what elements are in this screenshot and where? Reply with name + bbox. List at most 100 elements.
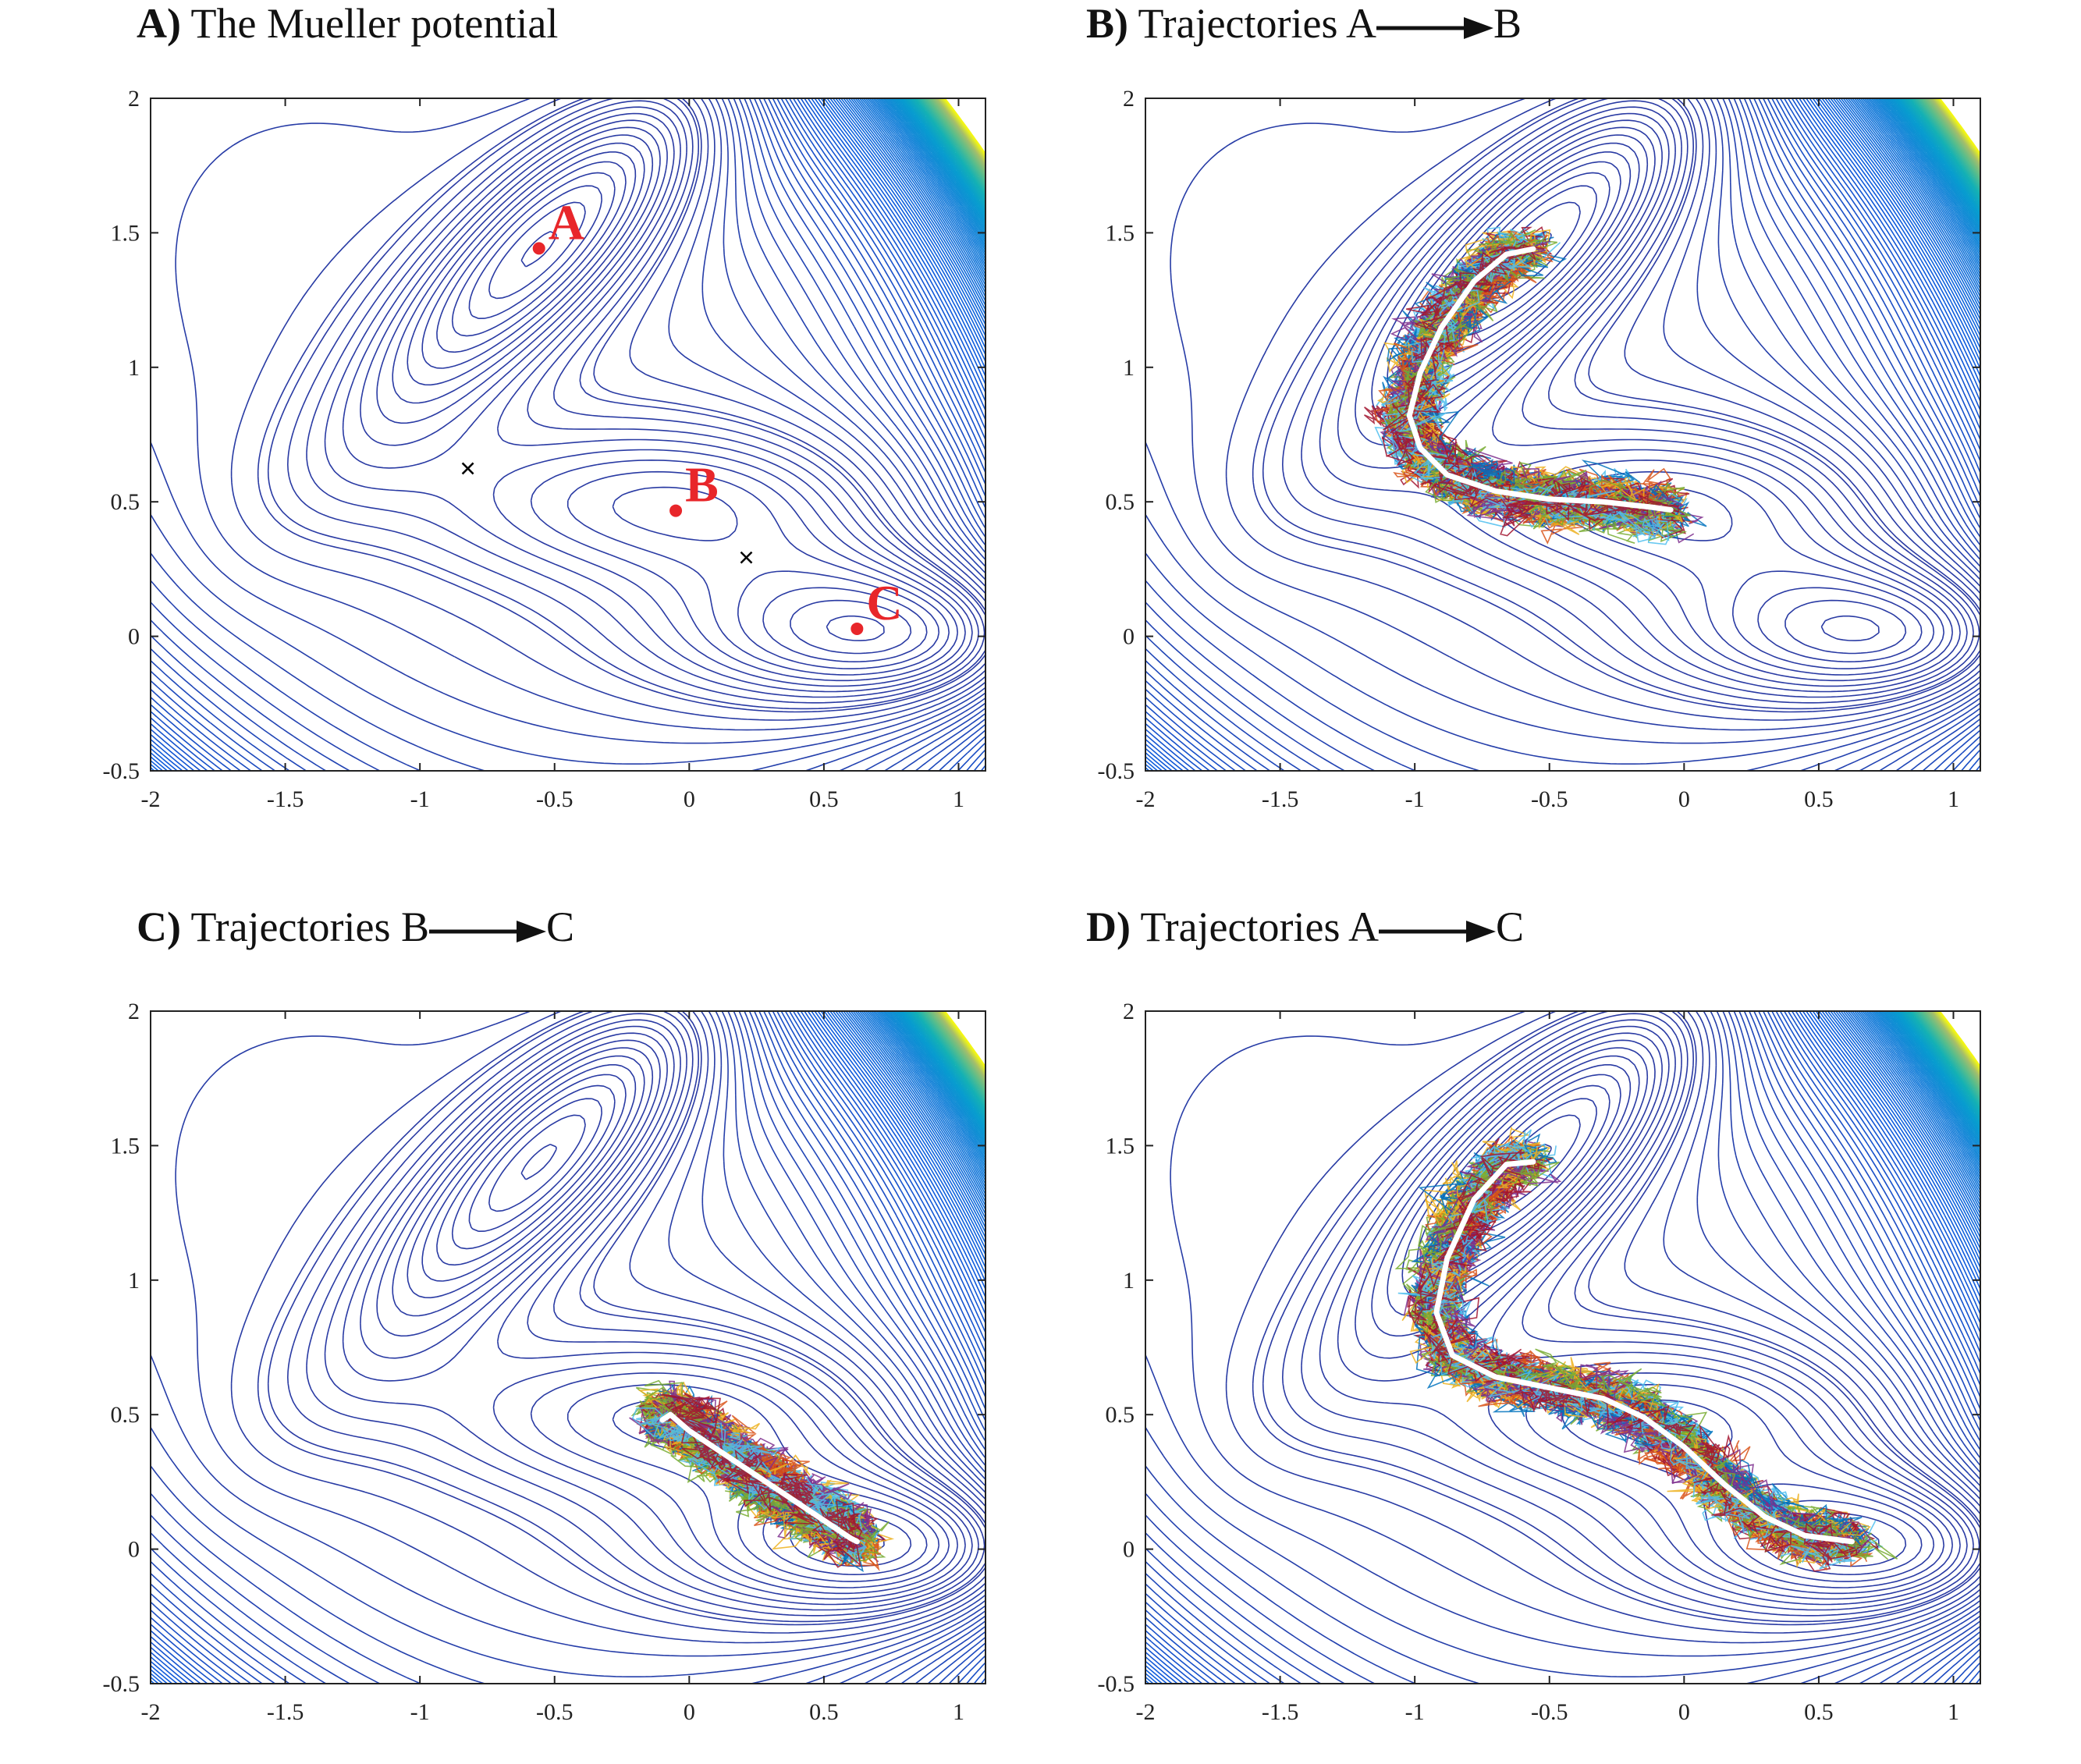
y-tick-label: 2 [128, 86, 140, 112]
contour-level [929, 1011, 985, 1089]
x-tick-label: -1.5 [267, 1699, 304, 1725]
contour-level [1145, 1011, 1980, 1677]
contour-level [1145, 1011, 1980, 1684]
contour-level [1145, 1011, 1980, 1684]
panel-b-trajectories-a-b: -2 -1.5 -1 -0.5 0 0.5 1 -0.5 0 0.5 1 1.5 2 [1098, 86, 1981, 812]
contour-level [1145, 98, 1980, 771]
contour-level [1145, 1011, 1980, 1684]
contour-level [151, 98, 985, 771]
contour-level [929, 98, 985, 176]
y-tick-label: 0 [128, 1537, 140, 1563]
contour-level [1924, 98, 1980, 175]
y-tick-label: -0.5 [103, 758, 140, 784]
contour-level [257, 98, 985, 713]
contour-level [151, 1011, 985, 1684]
contour-level [267, 1011, 985, 1623]
x-tick-label: 0 [1678, 786, 1690, 812]
contour-level [436, 161, 885, 641]
contour-level [342, 1025, 966, 1600]
contour-level [890, 98, 985, 234]
panel-b-title-text: Trajectories A [1138, 0, 1376, 47]
contour-level [287, 1011, 985, 1617]
y-tick-label: 2 [1123, 86, 1135, 112]
trajectory-line [1383, 243, 1680, 537]
contour-level [267, 98, 985, 710]
contour-level [1145, 1011, 1980, 1684]
contour-level [1912, 1011, 1980, 1106]
contour-level [1919, 98, 1980, 183]
contour-level [151, 1011, 985, 1684]
contour-level [360, 1032, 958, 1595]
panel-a-letter: A) [137, 0, 181, 47]
contour-level [230, 1011, 985, 1634]
contour-level [151, 98, 985, 771]
contour-level [324, 106, 973, 693]
contour-level [1252, 98, 1980, 713]
contour-level [468, 1098, 602, 1232]
contour-level [1337, 1025, 1961, 1600]
contour-level [151, 98, 985, 771]
contour-level [151, 98, 985, 771]
contour-level [287, 98, 985, 704]
contour-level [1911, 98, 1980, 194]
contour-level [1866, 1011, 1980, 1178]
panel-a-title: A) The Mueller potential [137, 0, 558, 47]
contour-level [1909, 98, 1980, 199]
contour-level [1145, 1011, 1980, 1684]
x-tick-label: 0.5 [809, 786, 839, 812]
x-tick-label: -2 [141, 1699, 161, 1725]
contour-level [1877, 1011, 1980, 1159]
contour-level [837, 1011, 985, 1238]
contour-level [151, 98, 985, 771]
contour-level [929, 98, 985, 175]
panel-b-title: B) Trajectories A B [1086, 0, 1522, 47]
axes-box [1145, 98, 1981, 772]
contour-level [151, 1011, 985, 1684]
contour-level [488, 1114, 586, 1212]
contour-level [874, 98, 985, 260]
contour-level [1880, 1011, 1980, 1154]
contour-level [1907, 1011, 1980, 1113]
y-tick-label: 1 [128, 1268, 140, 1294]
minimum-marker [669, 504, 683, 517]
saddle-marker [461, 462, 474, 475]
contour-level [1145, 98, 1980, 765]
contour-level [1899, 1011, 1980, 1125]
contour-level [912, 1011, 985, 1113]
contour-level [1145, 98, 1980, 771]
contour-level [151, 1011, 985, 1684]
panel-a-mueller-potential: -2 -1.5 -1 -0.5 0 0.5 1 -0.5 0 0.5 1 1.5 2 A B C [103, 86, 986, 812]
contour-level [926, 98, 985, 180]
contour-level [1891, 1011, 1980, 1136]
y-tick-label: 1 [1123, 1268, 1135, 1294]
contour-level [376, 1039, 950, 1588]
contour-level [1145, 98, 1980, 771]
contour-level [1858, 98, 1980, 279]
contour-level [1835, 98, 1980, 320]
contour-level [929, 1011, 985, 1088]
contour-level [1877, 98, 1980, 246]
contour-level [922, 98, 985, 186]
contour-level [306, 1013, 979, 1611]
contour-level [850, 1011, 985, 1215]
contour-level [922, 1011, 985, 1099]
contour-level [1916, 1011, 1980, 1099]
y-tick-label: 0 [128, 624, 140, 650]
panel-b-letter: B) [1086, 0, 1128, 47]
y-tick-label: 1.5 [111, 220, 140, 246]
contour-level [1225, 98, 1980, 721]
contour-level [1145, 1011, 1980, 1684]
x-tick-label: -1.5 [1262, 786, 1299, 812]
saddle-marker [740, 551, 753, 564]
x-tick-label: 1 [1948, 1699, 1959, 1725]
panel-c-trajectories-b-c: -2 -1.5 -1 -0.5 0 0.5 1 -0.5 0 0.5 1 1.5 2 [103, 999, 986, 1725]
contour-level [1921, 98, 1980, 180]
x-tick-label: 0 [684, 786, 695, 812]
contour-level [151, 1011, 985, 1684]
panel-a-title-text: The Mueller potential [190, 0, 559, 47]
contour-level [230, 98, 985, 721]
contour-level [916, 98, 985, 194]
contour-level [151, 1011, 985, 1684]
contour-level [151, 98, 985, 771]
y-tick-label: 0.5 [111, 1402, 140, 1428]
